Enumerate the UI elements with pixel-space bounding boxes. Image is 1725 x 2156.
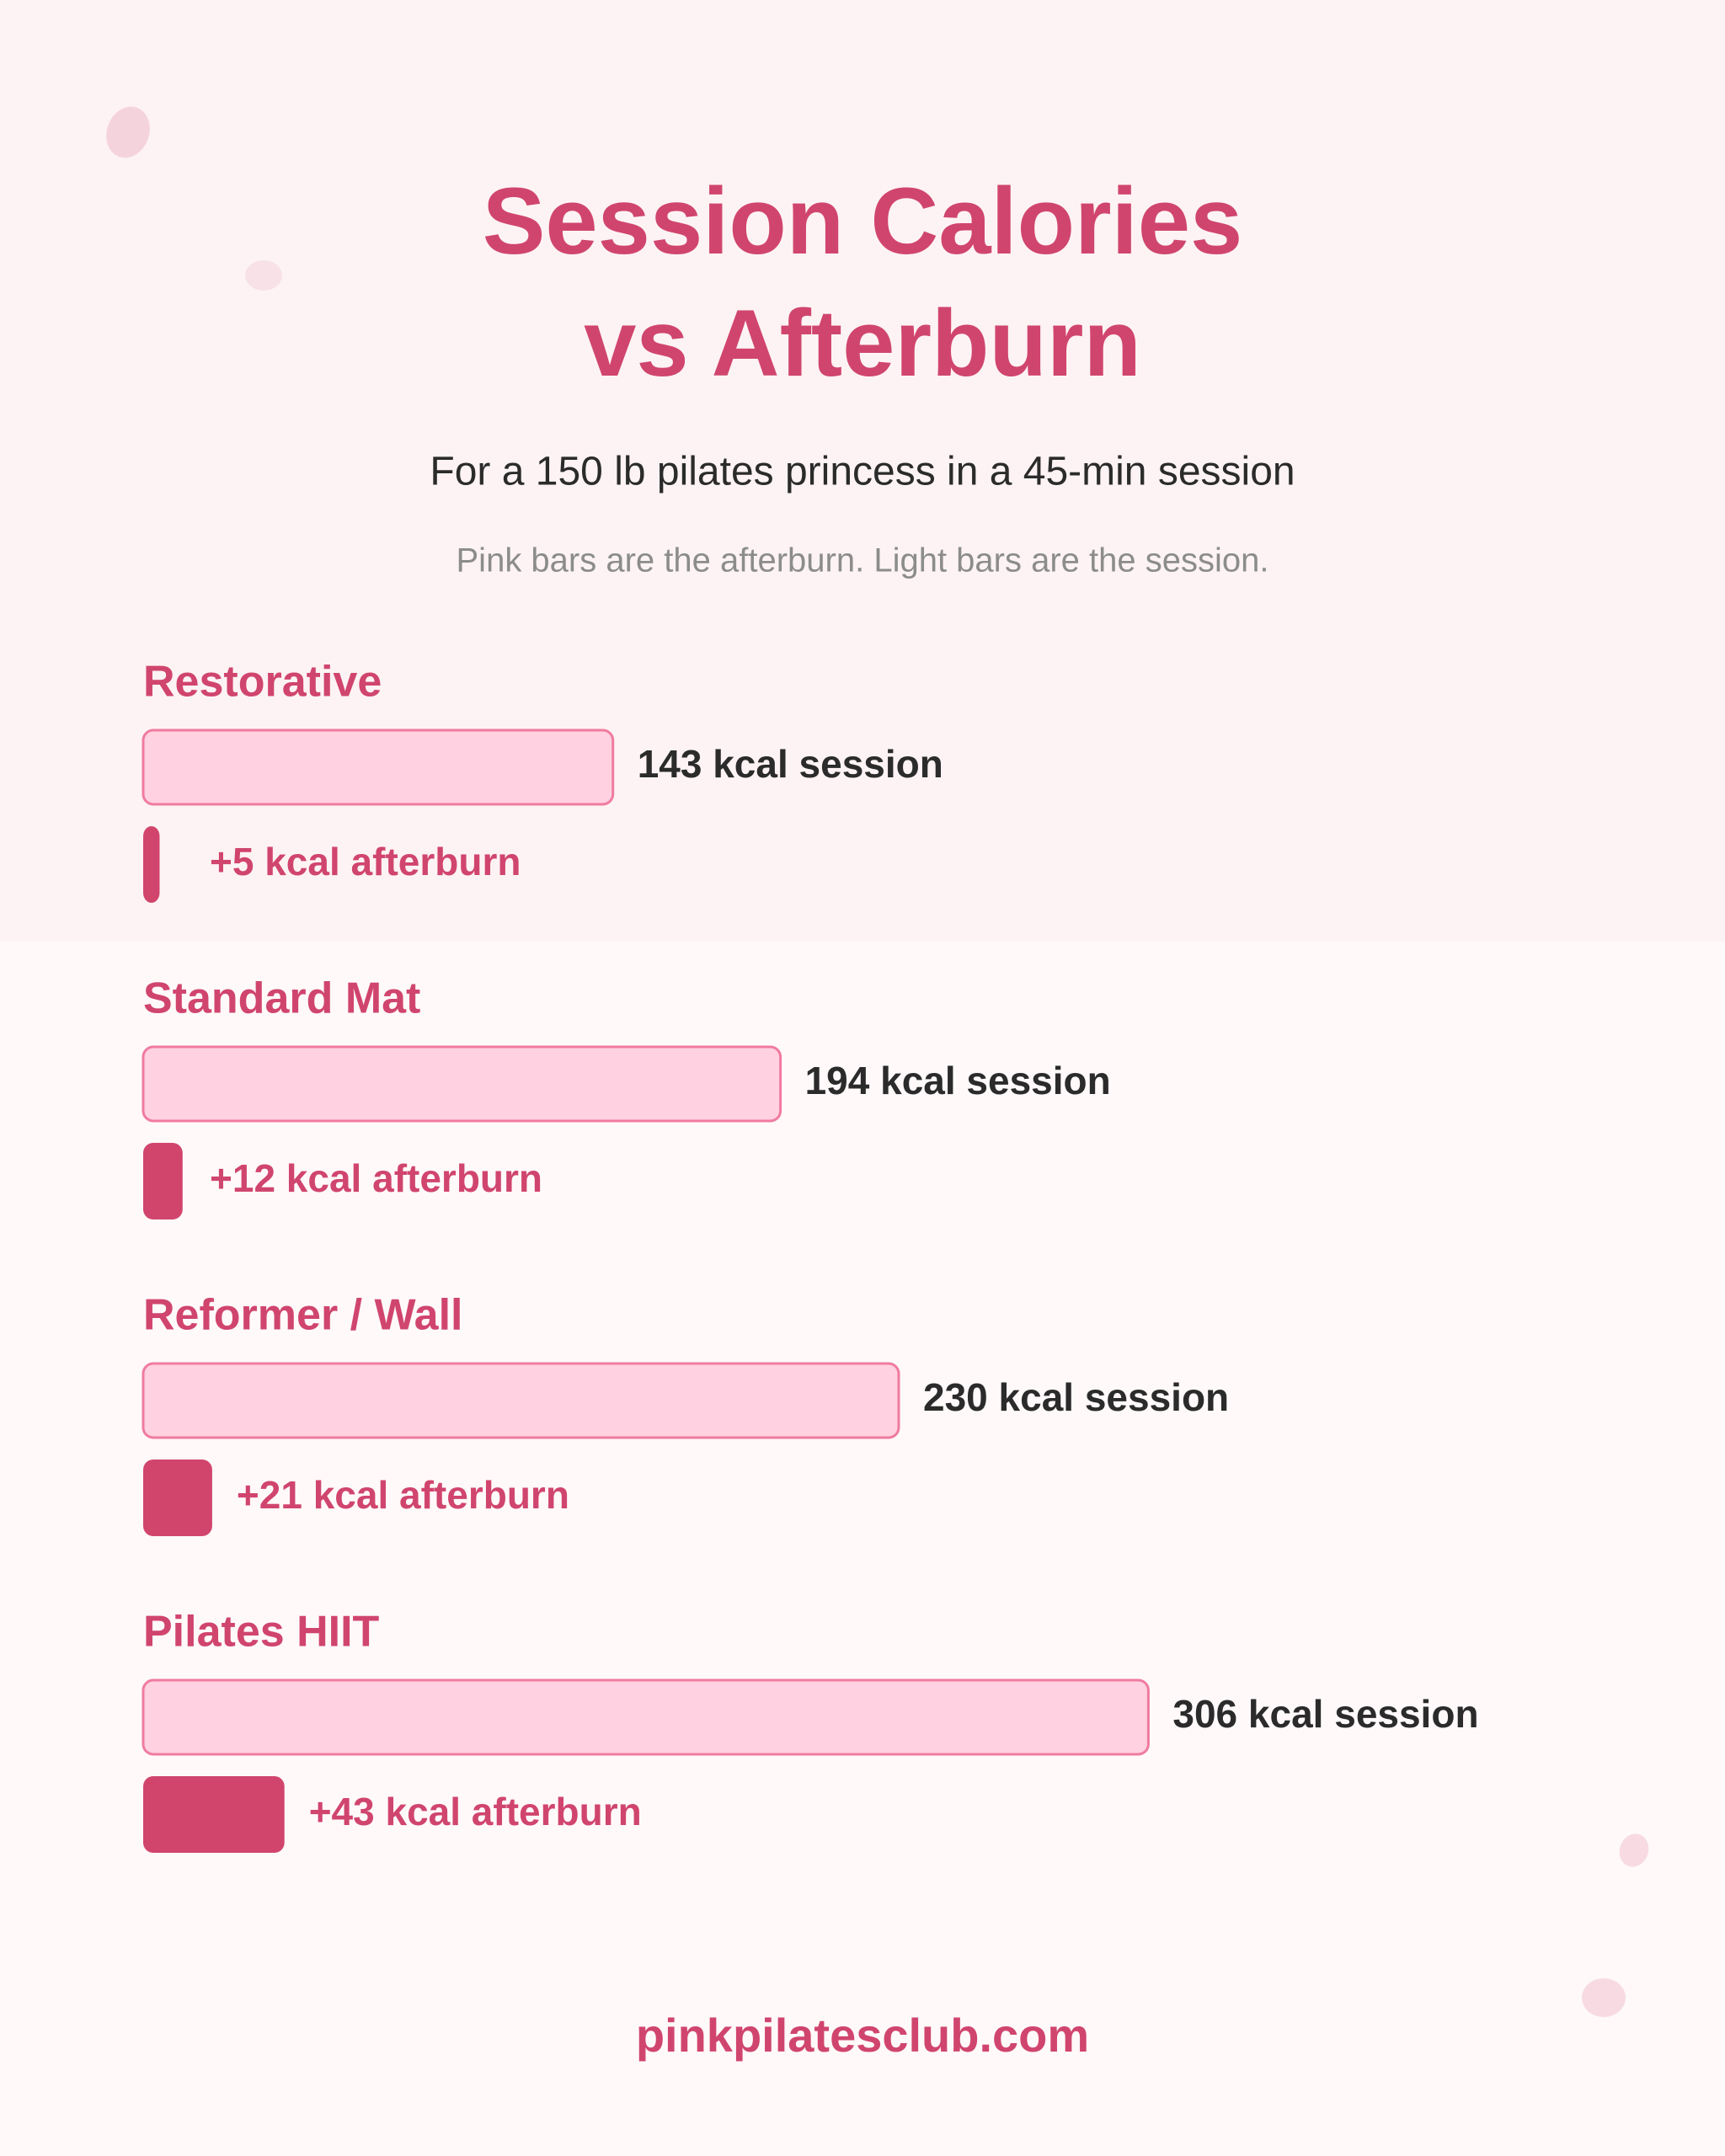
session-bar xyxy=(142,1678,1150,1756)
afterburn-label: +43 kcal afterburn xyxy=(309,1790,642,1833)
petal xyxy=(1619,1833,1649,1867)
session-label: 143 kcal session xyxy=(638,742,943,786)
category-label: Restorative xyxy=(143,658,382,707)
session-bar xyxy=(142,1362,900,1439)
session-label: 230 kcal session xyxy=(923,1375,1229,1419)
petal xyxy=(1582,1978,1626,2017)
afterburn-bar xyxy=(143,1460,212,1536)
afterburn-bar xyxy=(143,826,160,903)
session-bar xyxy=(142,728,615,806)
category-label: Reformer / Wall xyxy=(143,1291,463,1340)
footer: pinkpilatesclub.com xyxy=(636,2009,1089,2062)
session-bar xyxy=(142,1045,782,1123)
session-label: 306 kcal session xyxy=(1172,1692,1478,1736)
chart-title: Session Calories vs Afterburn xyxy=(482,168,1243,396)
title-wrap: Session Calories vs Afterburn xyxy=(0,160,1725,404)
afterburn-bar xyxy=(143,1143,183,1219)
afterburn-label: +12 kcal afterburn xyxy=(210,1156,542,1200)
afterburn-label: +5 kcal afterburn xyxy=(210,840,521,883)
category-label: Pilates HIIT xyxy=(143,1608,380,1657)
afterburn-label: +21 kcal afterburn xyxy=(237,1473,569,1517)
petal xyxy=(245,260,282,291)
note: Pink bars are the afterburn. Light bars … xyxy=(457,542,1269,579)
category-label: Standard Mat xyxy=(143,974,420,1023)
afterburn-bar xyxy=(143,1776,285,1853)
session-label: 194 kcal session xyxy=(805,1059,1111,1102)
background-bottom xyxy=(0,942,1725,2156)
petal xyxy=(106,106,150,158)
subtitle: For a 150 lb pilates princess in a 45-mi… xyxy=(430,450,1295,494)
